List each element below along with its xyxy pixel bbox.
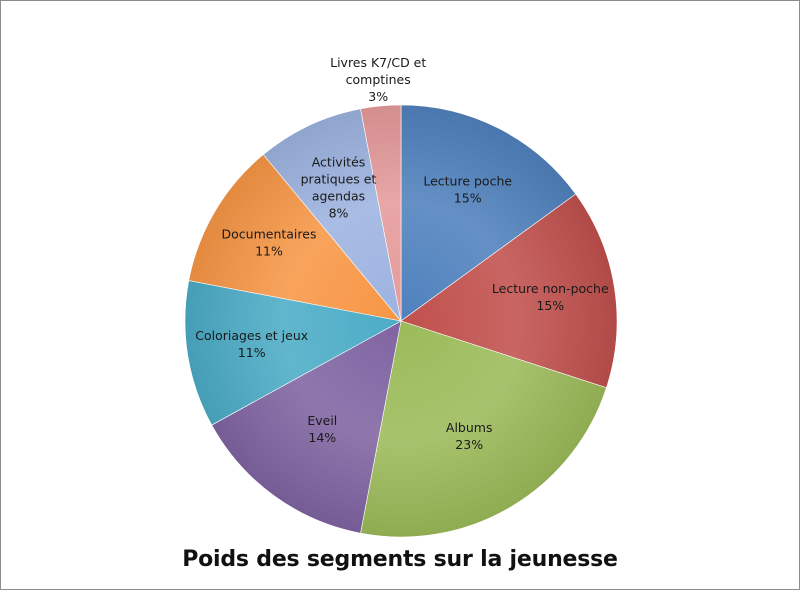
label-line: agendas [312, 189, 365, 204]
label-eveil: Eveil 14% [307, 413, 337, 445]
slice-activites-pratiques-et-agendas [262, 108, 402, 322]
label-line: 15% [536, 298, 564, 313]
slice-coloriages-et-jeux [184, 280, 402, 426]
label-line: 11% [255, 243, 283, 258]
label-line: pratiques et [301, 172, 377, 187]
label-line: 8% [329, 206, 349, 221]
chart-title: Poids des segments sur la jeunesse [182, 547, 618, 572]
label-line: Coloriages et jeux [195, 328, 308, 343]
label-coloriages-et-jeux: Coloriages et jeux 11% [195, 328, 308, 360]
slice-lecture-poche [400, 104, 577, 322]
slice-documentaires [188, 154, 402, 322]
pie-chart: Lecture poche 15% Lecture non-poche 15% Albu… [184, 55, 618, 538]
label-line: comptines [346, 72, 411, 87]
label-livres-k7-cd-et-comptines: Livres K7/CD et comptines 3% [330, 55, 426, 104]
label-documentaires: Documentaires 11% [222, 226, 317, 258]
label-line: Activités [312, 155, 366, 170]
label-lecture-non-poche: Lecture non-poche 15% [492, 281, 609, 313]
label-line: 3% [368, 89, 388, 104]
label-line: Albums [446, 420, 493, 435]
pie-labels: Lecture poche 15% Lecture non-poche 15% Albu… [195, 55, 609, 452]
slice-lecture-non-poche [400, 193, 618, 389]
pie-slices [184, 104, 618, 538]
slice-livres-k7-cd-et-comptines [360, 104, 402, 322]
label-line: Documentaires [222, 226, 317, 241]
label-line: 14% [308, 430, 336, 445]
label-line: Eveil [307, 413, 337, 428]
label-albums: Albums 23% [446, 420, 493, 452]
label-line: Livres K7/CD et [330, 55, 426, 70]
slice-albums [360, 320, 607, 538]
label-line: 15% [454, 191, 482, 206]
slice-eveil [211, 320, 402, 534]
label-lecture-poche: Lecture poche 15% [423, 174, 512, 206]
label-activites-pratiques-et-agendas: Activités pratiques et agendas 8% [301, 155, 377, 221]
label-line: Lecture non-poche [492, 281, 609, 296]
label-line: Lecture poche [423, 174, 512, 189]
label-line: 23% [455, 437, 483, 452]
label-line: 11% [238, 345, 266, 360]
